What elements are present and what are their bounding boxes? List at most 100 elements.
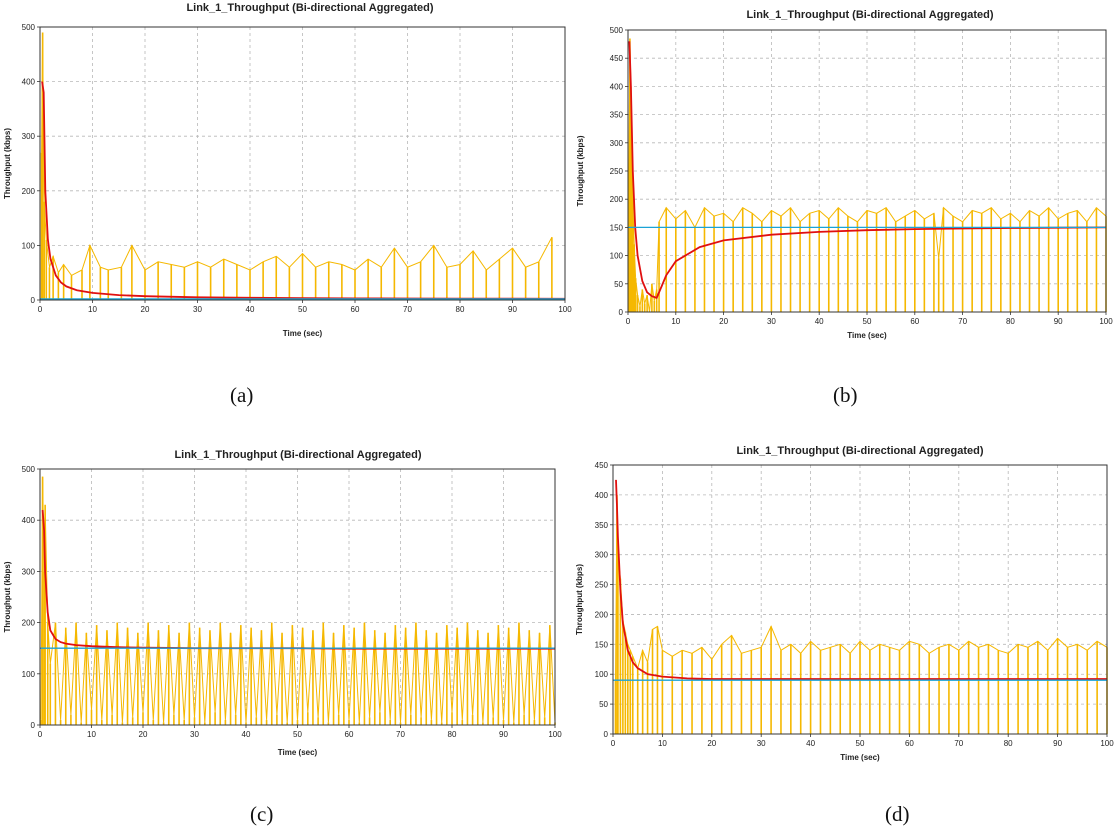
x-tick-label: 80: [1006, 317, 1015, 326]
y-tick-label: 300: [22, 567, 36, 576]
y-tick-label: 0: [619, 308, 624, 317]
chart-panel-b: 0 10 20 30 40 50 60 70 80 90 100 0 50 100 150 200 250 300…: [565, 0, 1117, 345]
y-tick-label: 100: [22, 670, 36, 679]
y-tick-label: 250: [610, 167, 624, 176]
x-tick-label: 100: [548, 730, 562, 739]
x-tick-label: 90: [1053, 739, 1062, 748]
x-tick-label: 70: [958, 317, 967, 326]
series-average-line: [615, 479, 1107, 680]
y-tick-label: 100: [595, 670, 609, 679]
y-tick-label: 250: [595, 581, 609, 590]
y-tick-label: 400: [22, 78, 36, 87]
caption-d: (d): [885, 802, 910, 826]
x-axis-label: Time (sec): [278, 748, 318, 757]
x-tick-label: 70: [396, 730, 405, 739]
x-tick-label: 60: [910, 317, 919, 326]
x-tick-label: 100: [558, 305, 572, 314]
y-tick-label: 50: [614, 280, 623, 289]
chart-title: Link_1_Throughput (Bi-directional Aggreg…: [746, 9, 993, 21]
y-axis-label: Throughput (kbps): [3, 128, 12, 199]
x-tick-label: 80: [1004, 739, 1013, 748]
caption-b: (b): [833, 383, 858, 407]
y-tick-label: 50: [599, 700, 608, 709]
series-raw-throughput: [628, 38, 1107, 313]
series-raw-throughput: [40, 476, 556, 725]
x-tick-label: 0: [626, 317, 631, 326]
series-average-line: [628, 41, 1107, 300]
throughput-chart-a: 0 10 20 30 40 50 60 70 80 90 100 0 100 200 300 400 500 Li…: [3, 2, 572, 338]
y-tick-label: 300: [595, 551, 609, 560]
y-tick-label: 400: [610, 82, 624, 91]
x-tick-label: 40: [815, 317, 824, 326]
x-axis-label: Time (sec): [283, 329, 323, 338]
y-axis-label: Throughput (kbps): [3, 561, 12, 632]
y-tick-label: 300: [610, 139, 624, 148]
y-tick-label: 200: [595, 610, 609, 619]
x-tick-label: 30: [757, 739, 766, 748]
x-tick-label: 40: [806, 739, 815, 748]
y-tick-label: 150: [610, 223, 624, 232]
y-tick-label: 200: [610, 195, 624, 204]
x-tick-label: 10: [88, 305, 97, 314]
x-tick-label: 50: [863, 317, 872, 326]
y-tick-label: 100: [610, 252, 624, 261]
y-tick-label: 500: [22, 23, 36, 32]
y-axis-label: Throughput (kbps): [576, 135, 585, 206]
x-tick-label: 10: [658, 739, 667, 748]
y-tick-label: 450: [610, 54, 624, 63]
chart-panel-a: 0 10 20 30 40 50 60 70 80 90 100 0 100 200 300 400 500 Li…: [0, 0, 580, 345]
x-tick-label: 20: [139, 730, 148, 739]
x-tick-label: 0: [38, 730, 43, 739]
y-tick-label: 350: [610, 111, 624, 120]
y-tick-label: 200: [22, 187, 36, 196]
y-tick-label: 200: [22, 619, 36, 628]
throughput-chart-c: 0 10 20 30 40 50 60 70 80 90 100 0 100 200 300 400 500 Li…: [3, 449, 562, 757]
y-axis-label: Throughput (kbps): [575, 564, 584, 635]
x-tick-label: 60: [345, 730, 354, 739]
x-tick-label: 100: [1100, 739, 1114, 748]
x-tick-label: 40: [246, 305, 255, 314]
x-tick-label: 50: [298, 305, 307, 314]
x-tick-label: 10: [671, 317, 680, 326]
x-tick-label: 90: [1054, 317, 1063, 326]
x-tick-label: 100: [1099, 317, 1113, 326]
caption-c: (c): [250, 802, 274, 826]
throughput-chart-b: 0 10 20 30 40 50 60 70 80 90 100 0 50 100 150 200 250 300…: [576, 9, 1113, 340]
y-tick-label: 0: [604, 730, 609, 739]
y-tick-label: 500: [22, 465, 36, 474]
x-tick-label: 50: [293, 730, 302, 739]
x-tick-label: 90: [508, 305, 517, 314]
series-raw-line: [628, 38, 1107, 313]
x-axis-label: Time (sec): [840, 753, 880, 762]
x-tick-label: 0: [38, 305, 43, 314]
throughput-chart-d: 0 10 20 30 40 50 60 70 80 90 100 0 50 100 150 200 250 300…: [575, 445, 1114, 762]
x-tick-label: 50: [856, 739, 865, 748]
y-tick-label: 0: [31, 721, 36, 730]
x-axis-label: Time (sec): [847, 331, 887, 340]
x-tick-label: 60: [351, 305, 360, 314]
x-tick-label: 70: [403, 305, 412, 314]
series-raw-throughput: [40, 32, 553, 300]
series-raw-line: [40, 476, 556, 723]
chart-title: Link_1_Throughput (Bi-directional Aggreg…: [174, 449, 421, 461]
x-tick-label: 60: [905, 739, 914, 748]
x-tick-label: 40: [242, 730, 251, 739]
series-raw-line: [41, 32, 553, 277]
chart-title: Link_1_Throughput (Bi-directional Aggreg…: [736, 445, 983, 457]
x-tick-label: 80: [456, 305, 465, 314]
x-tick-label: 10: [87, 730, 96, 739]
x-tick-label: 30: [193, 305, 202, 314]
x-tick-label: 20: [707, 739, 716, 748]
x-tick-label: 20: [719, 317, 728, 326]
y-tick-label: 100: [22, 241, 36, 250]
caption-a: (a): [230, 383, 254, 407]
series-raw-line: [615, 494, 1108, 681]
y-tick-label: 150: [595, 640, 609, 649]
x-tick-label: 70: [954, 739, 963, 748]
y-tick-label: 450: [595, 461, 609, 470]
y-tick-label: 400: [22, 516, 36, 525]
chart-title: Link_1_Throughput (Bi-directional Aggreg…: [186, 2, 433, 14]
y-tick-label: 350: [595, 521, 609, 530]
y-tick-label: 400: [595, 491, 609, 500]
x-tick-label: 20: [141, 305, 150, 314]
